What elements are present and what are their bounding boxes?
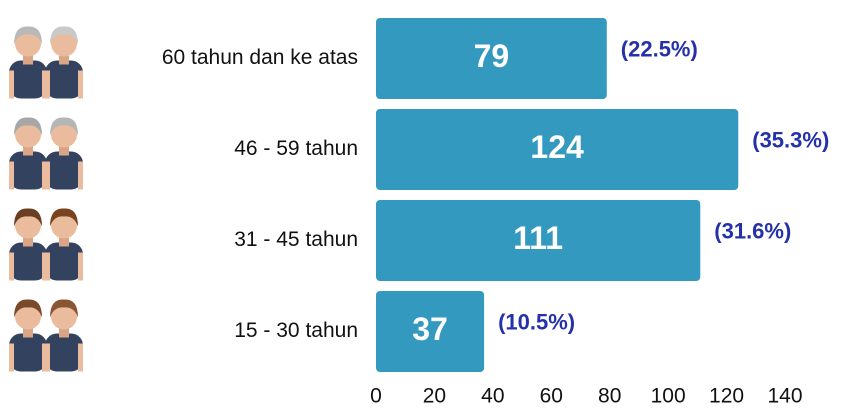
shirt <box>45 334 83 372</box>
arm <box>45 344 50 372</box>
shirt <box>45 243 83 281</box>
shirt <box>9 334 47 372</box>
shirt <box>9 243 47 281</box>
value-label: 124 <box>530 129 584 165</box>
x-tick-label: 120 <box>709 385 744 408</box>
person-icon <box>9 117 83 189</box>
arm <box>78 344 83 372</box>
shirt <box>45 61 83 99</box>
arm <box>45 71 50 99</box>
x-tick-label: 80 <box>598 385 621 408</box>
x-tick-label: 100 <box>651 385 686 408</box>
category-label: 60 tahun dan ke atas <box>162 46 358 69</box>
shirt <box>9 152 47 190</box>
x-tick-label: 140 <box>767 385 802 408</box>
percent-label: (10.5%) <box>498 309 575 334</box>
shirt <box>9 61 47 99</box>
x-tick-label: 60 <box>540 385 563 408</box>
value-label: 111 <box>513 220 563 256</box>
category-label: 31 - 45 tahun <box>234 228 358 251</box>
category-label: 46 - 59 tahun <box>234 137 358 160</box>
shirt <box>45 152 83 190</box>
arm <box>9 162 14 190</box>
arm <box>78 253 83 281</box>
person-icon <box>9 208 83 280</box>
category-label: 15 - 30 tahun <box>234 319 358 342</box>
arm <box>9 71 14 99</box>
x-tick-label: 0 <box>370 385 382 408</box>
arm <box>78 71 83 99</box>
percent-label: (31.6%) <box>714 218 791 243</box>
arm <box>9 344 14 372</box>
arm <box>45 162 50 190</box>
chart: 0 20 40 60 80 100 120 140 60 tahun dan ke atas 79… <box>0 0 861 408</box>
x-tick-label: 20 <box>423 385 446 408</box>
arm <box>78 162 83 190</box>
arm <box>9 253 14 281</box>
arm <box>45 253 50 281</box>
value-label: 79 <box>474 38 510 74</box>
percent-label: (35.3%) <box>752 127 829 152</box>
x-tick-label: 40 <box>481 385 504 408</box>
person-icon <box>9 26 83 98</box>
value-label: 37 <box>412 311 448 347</box>
percent-label: (22.5%) <box>621 36 698 61</box>
person-icon <box>9 299 83 371</box>
